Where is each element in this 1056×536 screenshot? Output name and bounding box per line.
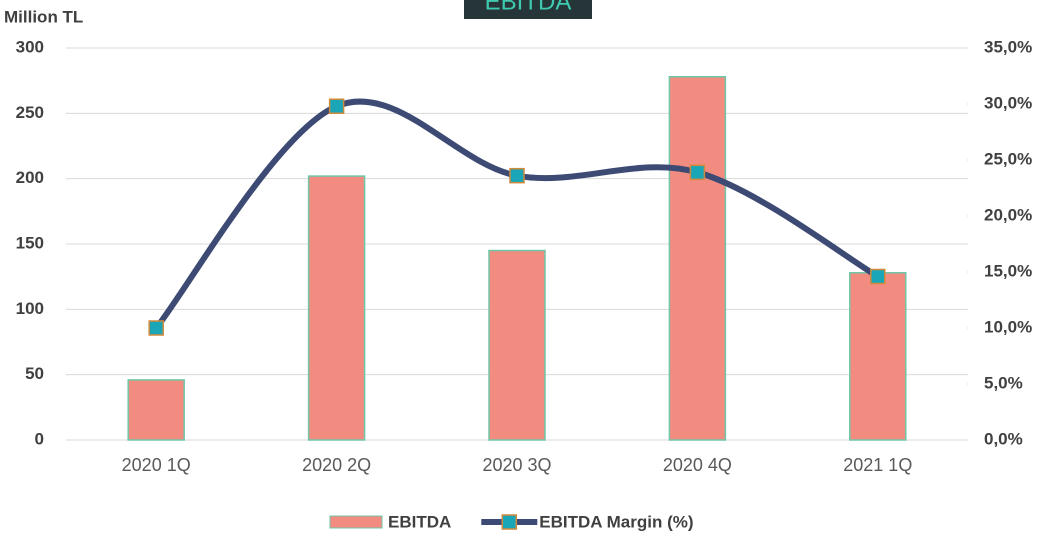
y2-tick-label: 20,0% [984,205,1032,224]
y-tick-label: 250 [16,103,44,122]
legend-label: EBITDA Margin (%) [539,512,693,531]
x-tick-label: 2020 4Q [663,455,732,475]
marker [689,164,706,181]
marker [509,167,525,184]
bar [849,271,907,441]
y-tick-label: 300 [16,37,44,56]
y-tick-label: 0 [35,429,44,448]
y2-tick-label: 15,0% [984,261,1032,280]
y2-tick-label: 0,0% [984,429,1023,448]
y2-tick-label: 5,0% [984,373,1023,392]
chart-title: EBITDA [485,0,572,15]
y-tick-label: 150 [16,233,44,252]
marker [328,98,345,114]
bar [127,379,185,441]
bar [307,175,366,441]
y-axis-label: Million TL [4,7,83,26]
legend-swatch [329,515,383,529]
y-tick-label: 50 [25,364,44,383]
x-tick-label: 2021 1Q [843,455,912,475]
bar [668,75,727,441]
legend-marker [501,514,518,530]
line [153,98,881,331]
y2-tick-label: 10,0% [984,317,1032,336]
y-tick-label: 100 [16,299,44,318]
title-box [464,0,592,19]
y2-tick-label: 30,0% [984,93,1032,112]
y-tick-label: 200 [16,168,44,187]
bar [488,249,546,441]
x-tick-label: 2020 2Q [302,455,371,475]
y2-tick-label: 35,0% [984,37,1032,56]
marker [870,268,886,285]
marker [148,320,164,336]
legend-label: EBITDA [388,512,451,531]
y2-tick-label: 25,0% [984,149,1032,168]
x-tick-label: 2020 3Q [482,455,551,475]
x-tick-label: 2020 1Q [122,455,191,475]
